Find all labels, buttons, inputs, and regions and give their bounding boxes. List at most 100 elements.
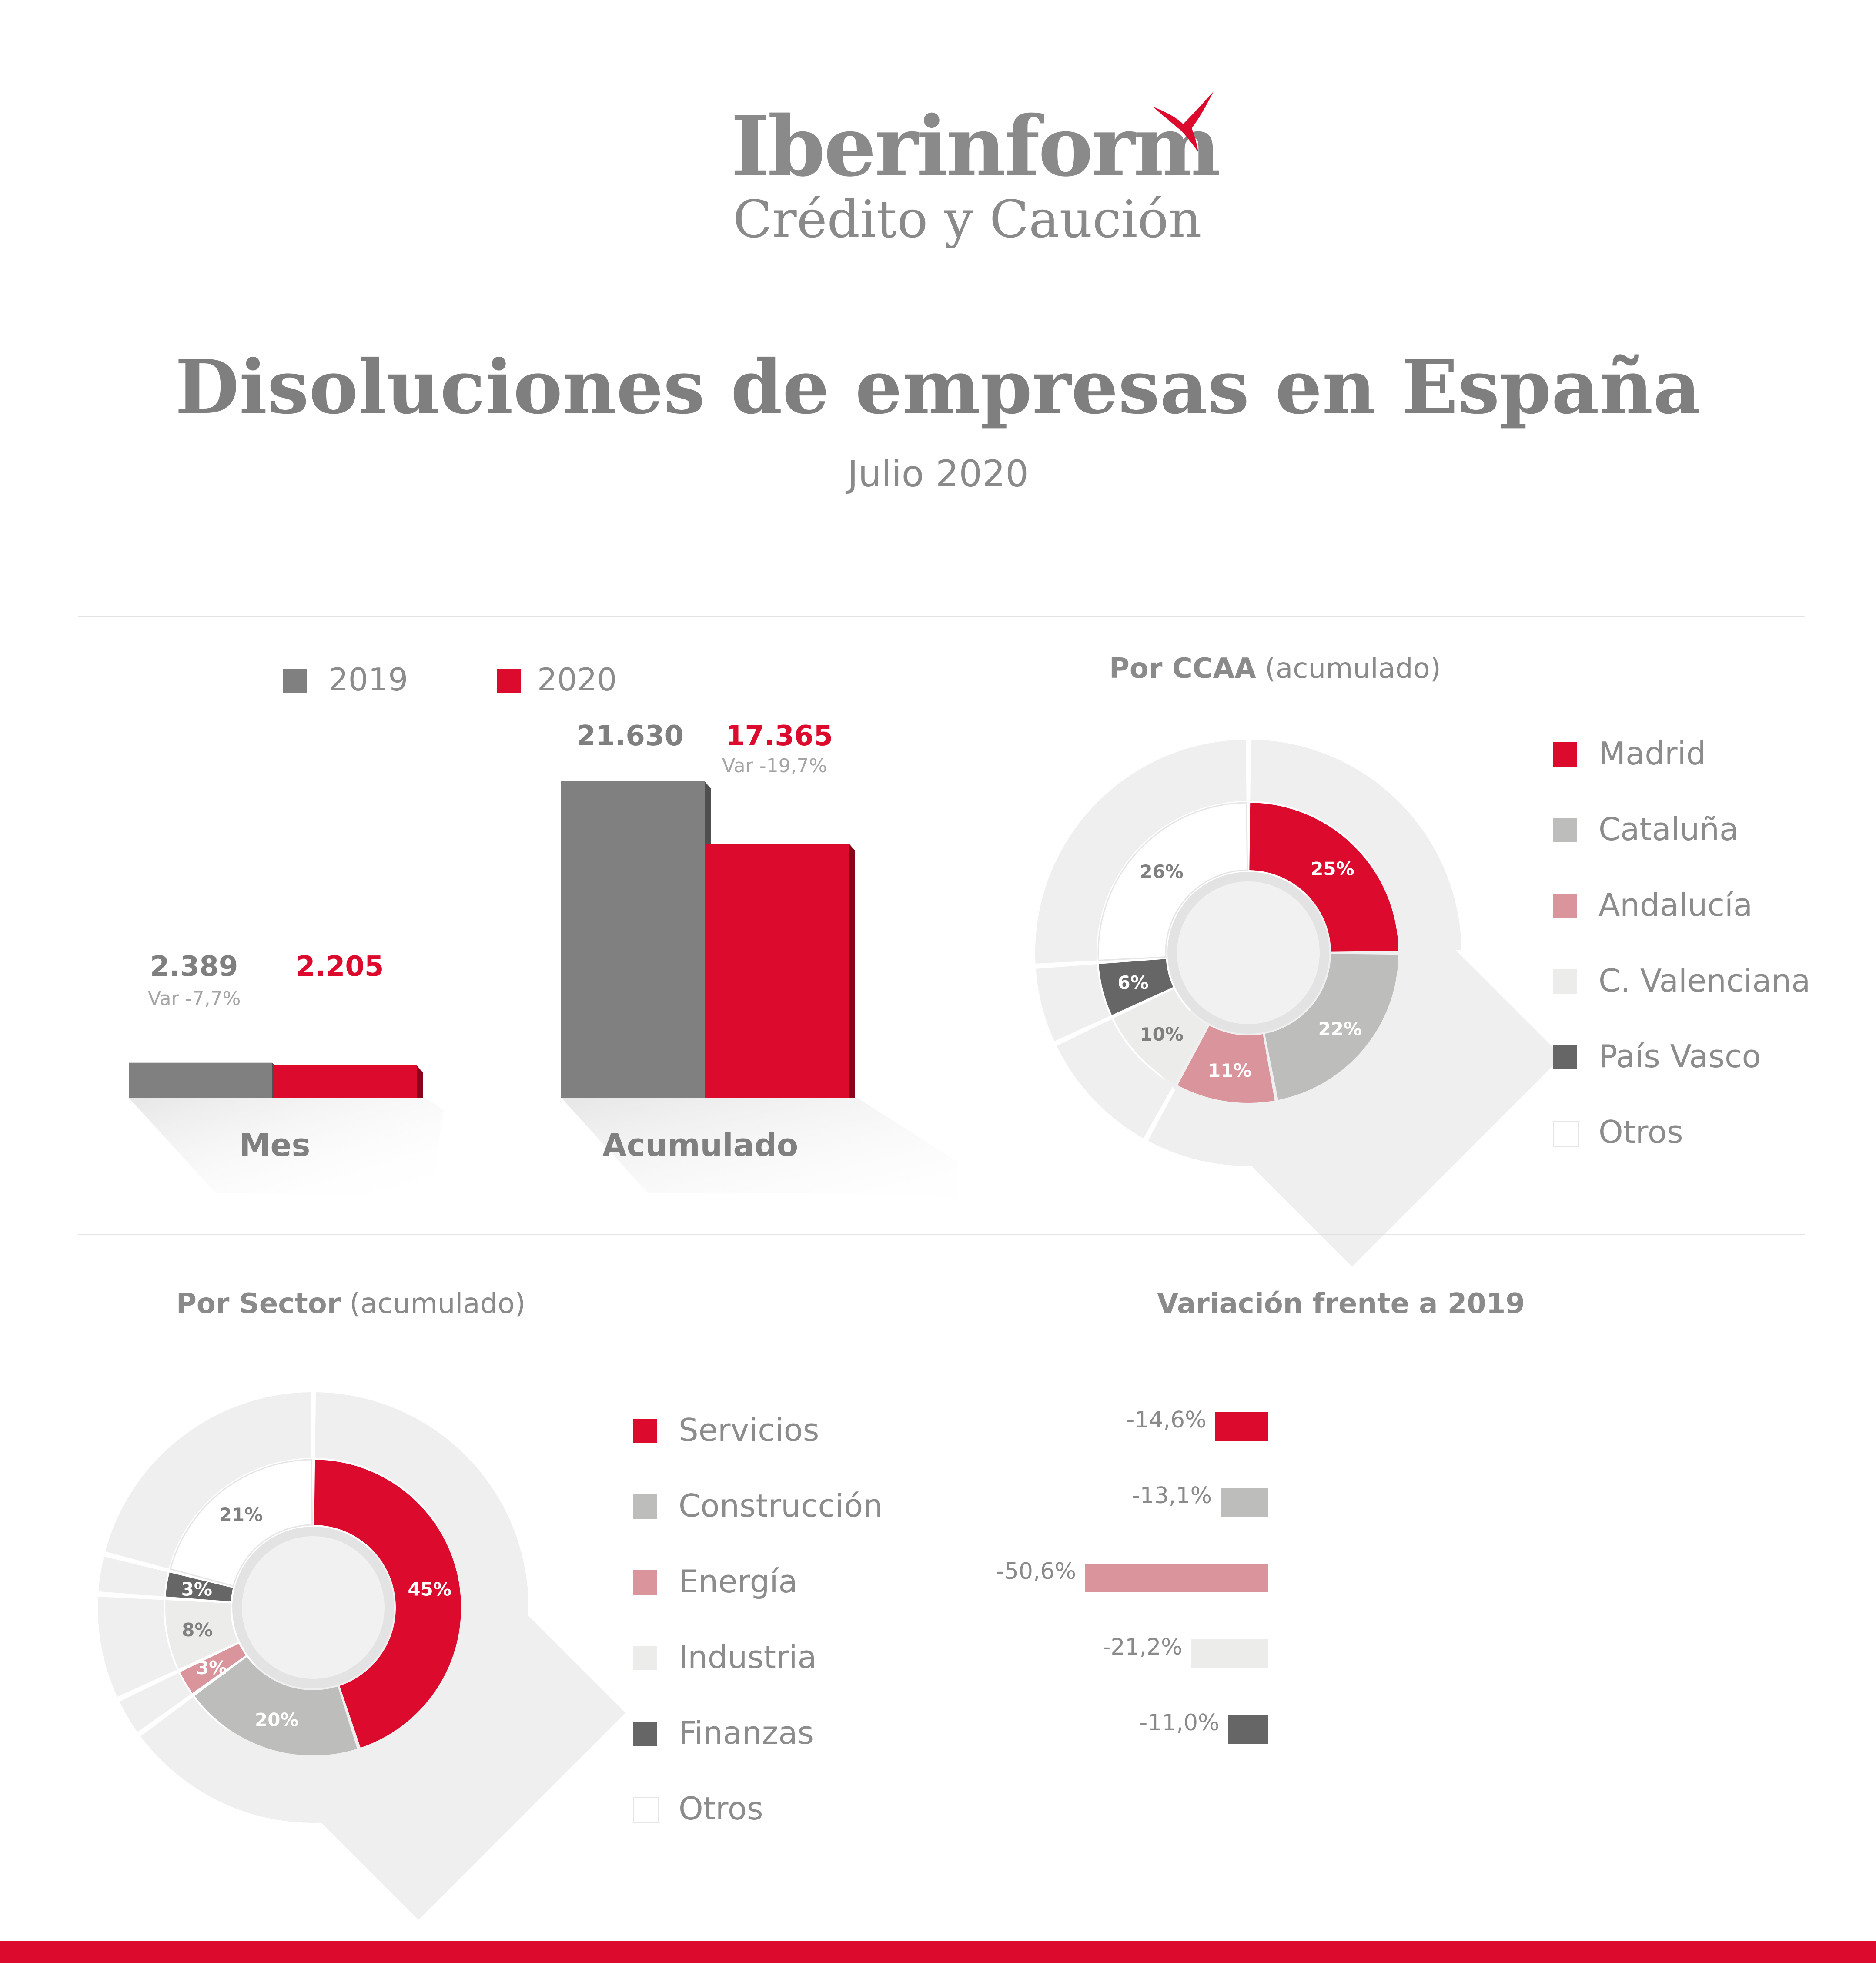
sector-legend-label: Otros	[679, 1790, 763, 1827]
sector-slice-label-0: 45%	[408, 1579, 451, 1600]
bar-acumulado-2019	[561, 781, 705, 1098]
bar-side-mes-2020	[417, 1065, 423, 1098]
ccaa-outer-ring-segment	[1148, 1086, 1286, 1166]
sector-slice-label-3: 8%	[182, 1619, 213, 1641]
sector-legend-swatch	[633, 1570, 657, 1595]
var-mes: Var -7,7%	[148, 988, 241, 1010]
sector-legend-swatch	[633, 1646, 657, 1670]
value-acum-2019: 21.630	[576, 720, 684, 752]
sector-legend-label: Energía	[679, 1563, 798, 1600]
ccaa-title-rest: (acumulado)	[1265, 653, 1441, 685]
ccaa-slice-5	[1097, 802, 1248, 961]
ccaa-slice-label-2: 11%	[1208, 1060, 1252, 1081]
variation-label: -50,6%	[996, 1558, 1076, 1584]
ccaa-outer-ring-segment	[1035, 740, 1247, 964]
sector-slice-label-1: 20%	[255, 1709, 299, 1731]
divider-middle	[78, 1234, 1805, 1235]
sector-legend-swatch	[633, 1797, 659, 1823]
category-label-acumulado: Acumulado	[602, 1127, 799, 1163]
logo-tagline: Crédito y Caución	[733, 189, 1202, 249]
bar-acumulado-2020	[706, 844, 849, 1098]
sector-legend-label: Construcción	[679, 1487, 883, 1524]
legend-swatch-2019	[283, 669, 307, 693]
sector-title-rest: (acumulado)	[349, 1288, 526, 1320]
bar-mes-2020	[273, 1065, 417, 1098]
ccaa-slice-label-4: 6%	[1117, 972, 1148, 993]
sector-slice-label-4: 3%	[181, 1579, 212, 1600]
ccaa-outer-ring-segment	[1278, 955, 1461, 1162]
ccaa-donut-chart: 25% 22% 11% 10% 6% 26%	[1035, 740, 1562, 1267]
sector-slice-label-2: 3%	[196, 1657, 227, 1678]
sector-legend-label: Industria	[679, 1639, 817, 1675]
variation-title: Variación frente a 2019	[1157, 1288, 1525, 1320]
ccaa-slice-label-0: 25%	[1311, 858, 1354, 880]
bar-side-acumulado-2020	[849, 844, 855, 1098]
ccaa-legend-label: C. Valenciana	[1598, 962, 1811, 999]
ccaa-slice-label-1: 22%	[1318, 1018, 1362, 1039]
ccaa-outer-ring-segment	[1036, 964, 1110, 1042]
sector-slice-0	[314, 1460, 461, 1748]
sector-slice-label-5: 21%	[219, 1504, 263, 1525]
sector-legend-swatch	[633, 1494, 657, 1519]
variation-label: -11,0%	[1139, 1710, 1220, 1736]
variation-bar	[1085, 1564, 1268, 1592]
ccaa-title-bold: Por CCAA	[1109, 653, 1256, 685]
sector-legend-label: Finanzas	[679, 1715, 814, 1751]
bar-shadow	[129, 1098, 444, 1193]
legend-swatch-2020	[497, 669, 521, 693]
sector-legend-label: Servicios	[679, 1412, 819, 1448]
ccaa-slice-3	[1113, 988, 1208, 1084]
ccaa-legend-swatch	[1553, 1045, 1577, 1069]
sector-outer-ring-segment	[105, 1392, 311, 1569]
ccaa-outer-ring-segment	[1250, 740, 1461, 951]
ccaa-slice-label-3: 10%	[1140, 1024, 1184, 1045]
sector-outer-ring-segment	[98, 1556, 168, 1597]
footer-bar	[0, 1941, 1876, 1963]
value-mes-2019: 2.389	[150, 951, 238, 983]
ccaa-legend-label: Madrid	[1598, 735, 1706, 772]
ccaa-slice-4	[1098, 959, 1174, 1015]
ccaa-slice-0	[1249, 803, 1398, 952]
ccaa-legend-label: Otros	[1598, 1114, 1683, 1150]
sector-title: Por Sector (acumulado)	[176, 1288, 525, 1320]
ccaa-slice-1	[1264, 954, 1398, 1100]
ccaa-legend-swatch	[1553, 818, 1577, 842]
value-mes-2020: 2.205	[296, 951, 384, 983]
category-label-mes: Mes	[239, 1127, 311, 1163]
ccaa-title: Por CCAA (acumulado)	[1109, 653, 1441, 685]
page-subtitle: Julio 2020	[847, 452, 1029, 495]
sector-legend-swatch	[633, 1722, 657, 1746]
bar-mes-2019	[129, 1062, 272, 1098]
sector-outer-ring-segment	[119, 1673, 191, 1732]
divider-top	[78, 616, 1805, 617]
sector-donut-chart: 45% 20% 3% 8% 3% 21%	[98, 1392, 625, 1920]
ccaa-legend-swatch	[1553, 969, 1577, 994]
sector-outer-ring-segment	[140, 1697, 378, 1823]
ccaa-slice-2	[1177, 1025, 1275, 1103]
variation-bar	[1221, 1488, 1268, 1517]
sector-legend-swatch	[633, 1419, 657, 1443]
ccaa-slice-label-5: 26%	[1140, 861, 1184, 882]
var-acum: Var -19,7%	[722, 755, 827, 777]
bar-chart	[129, 781, 957, 1199]
sector-slice-2	[180, 1643, 246, 1693]
ccaa-center-hole	[1177, 881, 1320, 1024]
legend-label-2020: 2020	[537, 661, 617, 698]
logo-mark-icon	[1153, 91, 1214, 152]
variation-bar	[1191, 1639, 1268, 1668]
logo-wordmark: Iberinform	[731, 98, 1221, 195]
ccaa-legend-swatch	[1553, 742, 1577, 767]
ccaa-legend-label: Cataluña	[1598, 811, 1739, 848]
sector-slice-4	[165, 1572, 233, 1601]
ccaa-outer-ring-segment	[1057, 1019, 1174, 1139]
legend-label-2019: 2019	[328, 661, 408, 698]
page-title: Disoluciones de empresas en España	[175, 344, 1701, 431]
ccaa-legend-label: Andalucía	[1598, 887, 1753, 923]
bar-shadow	[561, 1098, 957, 1199]
ccaa-legend-swatch	[1553, 1121, 1579, 1147]
sector-slice-5	[169, 1459, 313, 1587]
ccaa-legend-label: País Vasco	[1598, 1038, 1761, 1075]
sector-title-bold: Por Sector	[176, 1288, 341, 1320]
variation-bar	[1215, 1412, 1268, 1441]
sector-slice-1	[194, 1657, 358, 1755]
